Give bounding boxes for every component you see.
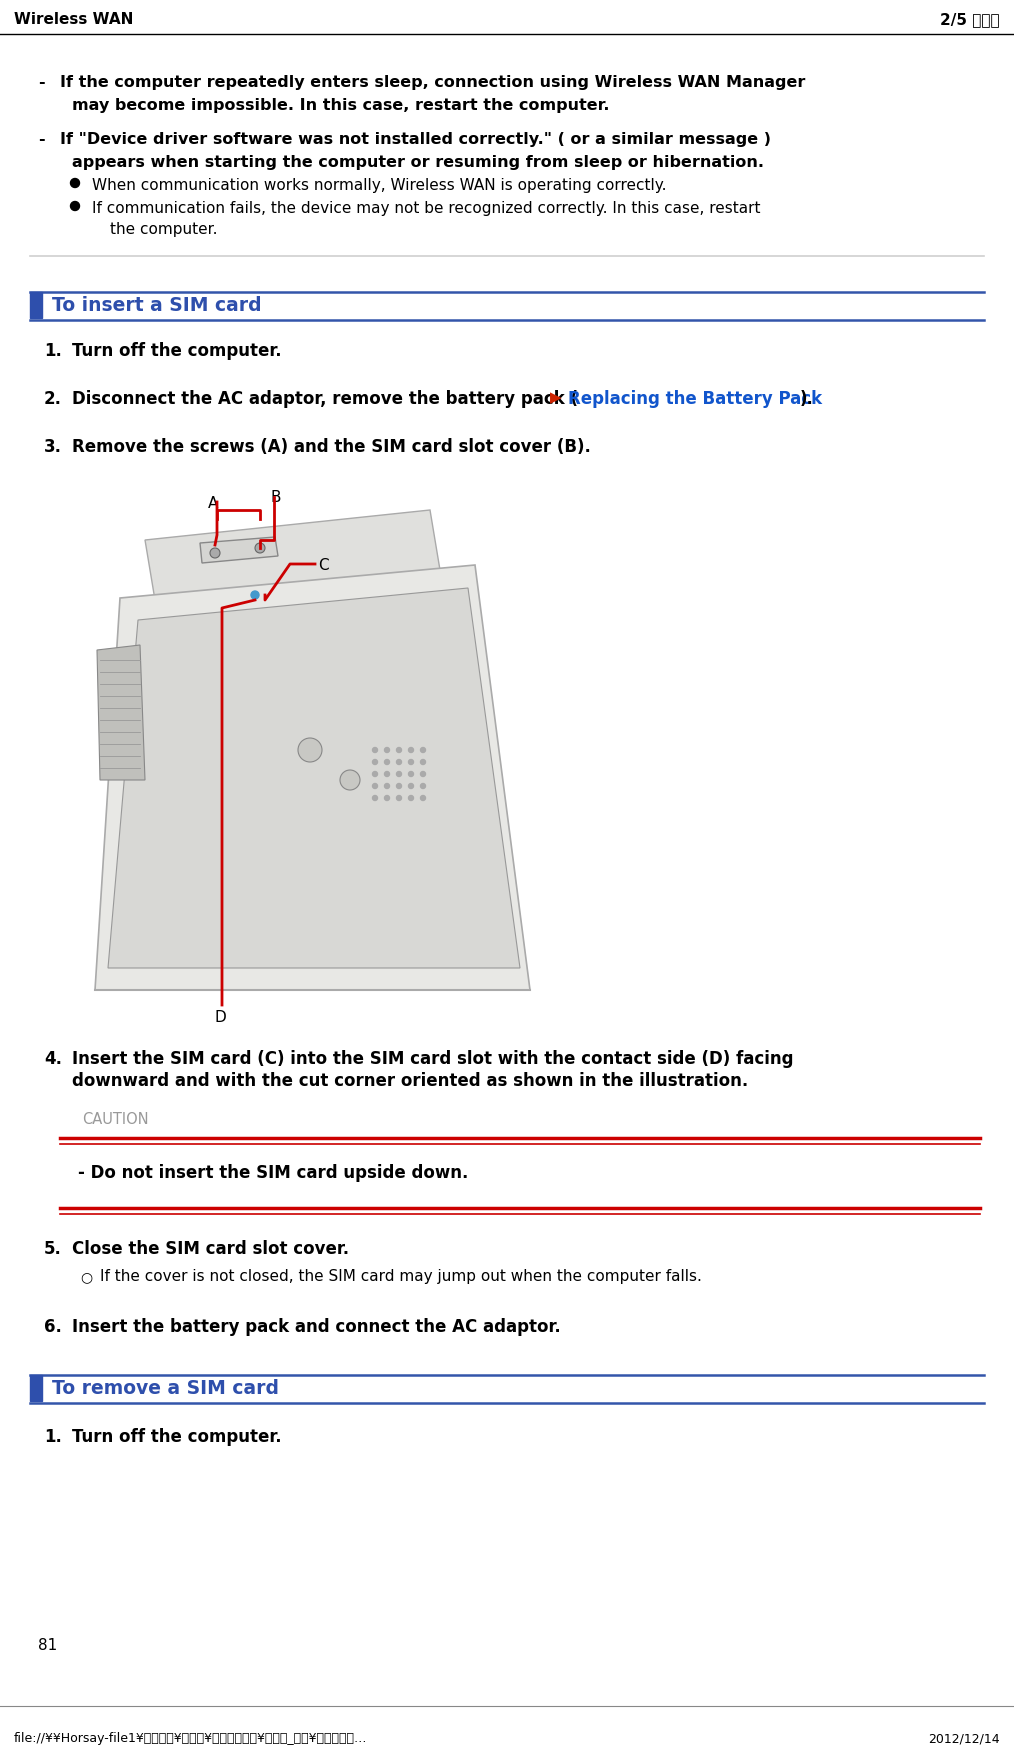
- Text: To remove a SIM card: To remove a SIM card: [52, 1379, 279, 1398]
- Text: Turn off the computer.: Turn off the computer.: [72, 343, 282, 360]
- Text: appears when starting the computer or resuming from sleep or hibernation.: appears when starting the computer or re…: [72, 156, 764, 170]
- Text: C: C: [318, 558, 329, 573]
- Circle shape: [421, 771, 426, 776]
- Circle shape: [372, 795, 377, 801]
- Text: ○: ○: [80, 1271, 92, 1285]
- Polygon shape: [108, 587, 520, 968]
- Text: the computer.: the computer.: [110, 222, 217, 238]
- Text: 81: 81: [38, 1638, 57, 1654]
- Circle shape: [384, 795, 389, 801]
- Polygon shape: [145, 510, 440, 600]
- Text: If the cover is not closed, the SIM card may jump out when the computer falls.: If the cover is not closed, the SIM card…: [100, 1269, 702, 1285]
- Text: 1.: 1.: [44, 343, 62, 360]
- Bar: [30, 292, 42, 318]
- Text: To insert a SIM card: To insert a SIM card: [52, 295, 262, 315]
- Bar: [85, 477, 570, 1010]
- Circle shape: [421, 783, 426, 788]
- Circle shape: [421, 759, 426, 764]
- Circle shape: [409, 771, 414, 776]
- Polygon shape: [97, 645, 145, 780]
- Text: 2012/12/14: 2012/12/14: [929, 1732, 1000, 1745]
- Text: file://¥¥Horsay-file1¥社内書類¥勤務簿¥制作グループ¥制作１_加藤¥制作１チー…: file://¥¥Horsay-file1¥社内書類¥勤務簿¥制作グループ¥制作…: [14, 1732, 367, 1745]
- Circle shape: [396, 771, 402, 776]
- Circle shape: [409, 759, 414, 764]
- Circle shape: [421, 748, 426, 752]
- Circle shape: [210, 549, 220, 558]
- Polygon shape: [200, 537, 278, 563]
- Circle shape: [421, 795, 426, 801]
- Text: Insert the SIM card (C) into the SIM card slot with the contact side (D) facing: Insert the SIM card (C) into the SIM car…: [72, 1051, 794, 1068]
- Circle shape: [340, 771, 360, 790]
- Circle shape: [384, 783, 389, 788]
- Circle shape: [255, 544, 265, 552]
- Text: If communication fails, the device may not be recognized correctly. In this case: If communication fails, the device may n…: [92, 201, 760, 217]
- Circle shape: [384, 759, 389, 764]
- Text: B: B: [270, 489, 281, 505]
- Circle shape: [372, 783, 377, 788]
- Text: If the computer repeatedly enters sleep, connection using Wireless WAN Manager: If the computer repeatedly enters sleep,…: [60, 75, 805, 89]
- Text: -: -: [38, 75, 45, 89]
- Text: 2.: 2.: [44, 390, 62, 407]
- Text: - Do not insert the SIM card upside down.: - Do not insert the SIM card upside down…: [78, 1164, 468, 1182]
- Text: ▶: ▶: [550, 390, 562, 406]
- Text: Turn off the computer.: Turn off the computer.: [72, 1428, 282, 1446]
- Circle shape: [298, 738, 322, 762]
- Text: CAUTION: CAUTION: [82, 1112, 149, 1127]
- Text: 4.: 4.: [44, 1051, 62, 1068]
- Circle shape: [396, 783, 402, 788]
- Circle shape: [384, 748, 389, 752]
- Bar: [30, 1376, 42, 1400]
- Circle shape: [71, 201, 79, 210]
- Circle shape: [409, 783, 414, 788]
- Text: ).: ).: [800, 390, 814, 407]
- Circle shape: [372, 771, 377, 776]
- Text: may become impossible. In this case, restart the computer.: may become impossible. In this case, res…: [72, 98, 609, 114]
- Text: Disconnect the AC adaptor, remove the battery pack (: Disconnect the AC adaptor, remove the ba…: [72, 390, 578, 407]
- Text: 5.: 5.: [44, 1239, 62, 1259]
- Text: If "Device driver software was not installed correctly." ( or a similar message : If "Device driver software was not insta…: [60, 133, 771, 147]
- Text: Insert the battery pack and connect the AC adaptor.: Insert the battery pack and connect the …: [72, 1318, 561, 1335]
- Text: Replacing the Battery Pack: Replacing the Battery Pack: [568, 390, 822, 407]
- Circle shape: [409, 795, 414, 801]
- Text: 3.: 3.: [44, 439, 62, 456]
- Polygon shape: [95, 565, 530, 989]
- Circle shape: [396, 748, 402, 752]
- Text: When communication works normally, Wireless WAN is operating correctly.: When communication works normally, Wirel…: [92, 178, 666, 192]
- Circle shape: [396, 795, 402, 801]
- Circle shape: [71, 178, 79, 187]
- Circle shape: [384, 771, 389, 776]
- Circle shape: [251, 591, 259, 600]
- Text: 6.: 6.: [44, 1318, 62, 1335]
- Circle shape: [372, 748, 377, 752]
- Circle shape: [372, 759, 377, 764]
- Text: Remove the screws (A) and the SIM card slot cover (B).: Remove the screws (A) and the SIM card s…: [72, 439, 591, 456]
- Text: Wireless WAN: Wireless WAN: [14, 12, 134, 26]
- Text: downward and with the cut corner oriented as shown in the illustration.: downward and with the cut corner oriente…: [72, 1072, 748, 1091]
- Text: 1.: 1.: [44, 1428, 62, 1446]
- Text: Close the SIM card slot cover.: Close the SIM card slot cover.: [72, 1239, 349, 1259]
- Text: A: A: [208, 496, 218, 510]
- Circle shape: [396, 759, 402, 764]
- Text: 2/5 ページ: 2/5 ページ: [940, 12, 1000, 26]
- Text: D: D: [215, 1010, 227, 1024]
- Circle shape: [409, 748, 414, 752]
- Text: -: -: [38, 133, 45, 147]
